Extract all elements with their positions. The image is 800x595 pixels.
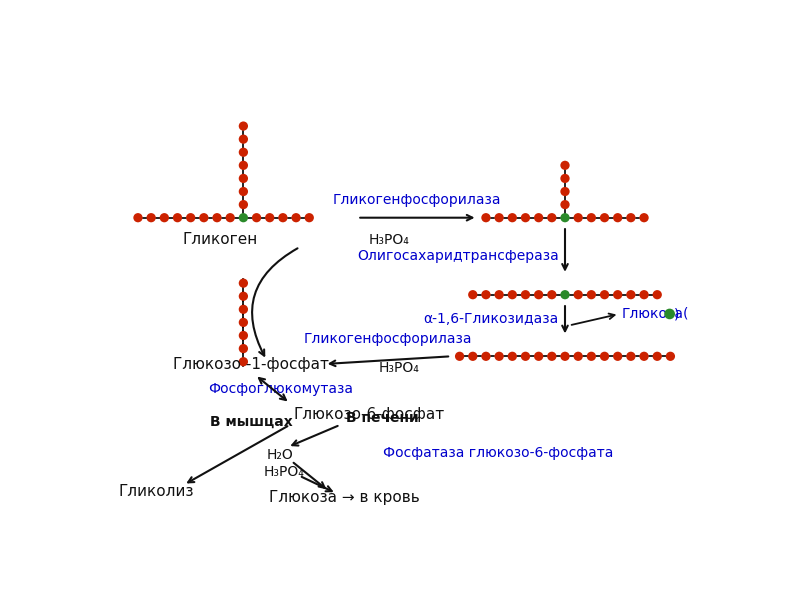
Circle shape <box>600 290 609 299</box>
Circle shape <box>494 213 504 223</box>
Text: Гликогенфосфорилаза: Гликогенфосфорилаза <box>333 193 502 207</box>
Circle shape <box>626 290 635 299</box>
Circle shape <box>238 121 248 131</box>
Circle shape <box>238 161 248 170</box>
Circle shape <box>238 213 248 223</box>
Circle shape <box>547 213 557 223</box>
Circle shape <box>238 305 248 314</box>
Text: H₃PO₄: H₃PO₄ <box>368 233 409 247</box>
Text: В мышцах: В мышцах <box>210 415 293 428</box>
Circle shape <box>560 200 570 209</box>
Circle shape <box>482 352 490 361</box>
Text: Гликогенфосфорилаза: Гликогенфосфорилаза <box>304 332 472 346</box>
Text: ): ) <box>674 308 680 322</box>
Circle shape <box>534 290 543 299</box>
Circle shape <box>560 352 570 361</box>
Text: Фосфоглюкомутаза: Фосфоглюкомутаза <box>209 382 354 396</box>
Circle shape <box>199 213 209 223</box>
Circle shape <box>626 213 635 223</box>
Circle shape <box>291 213 301 223</box>
Circle shape <box>238 344 248 353</box>
Circle shape <box>521 352 530 361</box>
Circle shape <box>494 290 504 299</box>
Text: H₃PO₄: H₃PO₄ <box>263 465 304 479</box>
Circle shape <box>494 352 504 361</box>
Circle shape <box>238 278 248 288</box>
Circle shape <box>521 290 530 299</box>
Text: Глюкоза(: Глюкоза( <box>622 307 689 321</box>
Circle shape <box>666 352 675 361</box>
Circle shape <box>238 187 248 196</box>
Circle shape <box>653 352 662 361</box>
Circle shape <box>173 213 182 223</box>
Circle shape <box>238 174 248 183</box>
Circle shape <box>238 200 248 209</box>
Circle shape <box>482 290 490 299</box>
Circle shape <box>574 290 583 299</box>
Circle shape <box>613 352 622 361</box>
Circle shape <box>482 213 490 223</box>
Circle shape <box>265 213 274 223</box>
Circle shape <box>560 187 570 196</box>
Circle shape <box>238 318 248 327</box>
Circle shape <box>639 213 649 223</box>
Circle shape <box>508 213 517 223</box>
Circle shape <box>468 352 478 361</box>
Text: В печени: В печени <box>346 411 419 425</box>
Text: Глюкоза → в кровь: Глюкоза → в кровь <box>269 490 419 505</box>
Text: α-1,6-Гликозидаза: α-1,6-Гликозидаза <box>423 312 558 326</box>
Circle shape <box>134 213 142 223</box>
Text: Глюкозо-6-фосфат: Глюкозо-6-фосфат <box>294 406 445 421</box>
Circle shape <box>238 357 248 367</box>
Text: Гликоген: Гликоген <box>182 231 258 246</box>
Circle shape <box>547 352 557 361</box>
Text: Фосфатаза глюкозо-6-фосфата: Фосфатаза глюкозо-6-фосфата <box>383 446 614 459</box>
Circle shape <box>653 290 662 299</box>
Circle shape <box>639 352 649 361</box>
Text: H₃PO₄: H₃PO₄ <box>379 361 420 375</box>
Circle shape <box>186 213 195 223</box>
Circle shape <box>639 290 649 299</box>
Circle shape <box>521 213 530 223</box>
Text: Глюкозо -1-фосфат: Глюкозо -1-фосфат <box>173 356 329 371</box>
Text: Гликолиз: Гликолиз <box>119 484 194 499</box>
Circle shape <box>238 148 248 157</box>
Circle shape <box>508 352 517 361</box>
Circle shape <box>574 352 583 361</box>
Circle shape <box>160 213 169 223</box>
Circle shape <box>547 290 557 299</box>
Circle shape <box>534 213 543 223</box>
Circle shape <box>212 213 222 223</box>
Circle shape <box>455 352 464 361</box>
Circle shape <box>560 161 570 170</box>
Circle shape <box>534 352 543 361</box>
Circle shape <box>508 290 517 299</box>
Circle shape <box>305 213 314 223</box>
Circle shape <box>238 292 248 301</box>
Circle shape <box>574 213 583 223</box>
Circle shape <box>586 290 596 299</box>
Circle shape <box>613 213 622 223</box>
Circle shape <box>600 213 609 223</box>
Circle shape <box>626 352 635 361</box>
Circle shape <box>560 213 570 223</box>
Circle shape <box>468 290 478 299</box>
Circle shape <box>146 213 156 223</box>
Circle shape <box>665 309 674 318</box>
Circle shape <box>560 174 570 183</box>
Circle shape <box>613 290 622 299</box>
Circle shape <box>560 290 570 299</box>
Text: H₂O: H₂O <box>266 448 293 462</box>
Circle shape <box>252 213 262 223</box>
Circle shape <box>238 331 248 340</box>
Circle shape <box>586 352 596 361</box>
Circle shape <box>238 134 248 144</box>
Circle shape <box>278 213 287 223</box>
Text: Олигосахаридтрансфераза: Олигосахаридтрансфераза <box>357 249 558 263</box>
Circle shape <box>586 213 596 223</box>
Circle shape <box>600 352 609 361</box>
Circle shape <box>226 213 235 223</box>
